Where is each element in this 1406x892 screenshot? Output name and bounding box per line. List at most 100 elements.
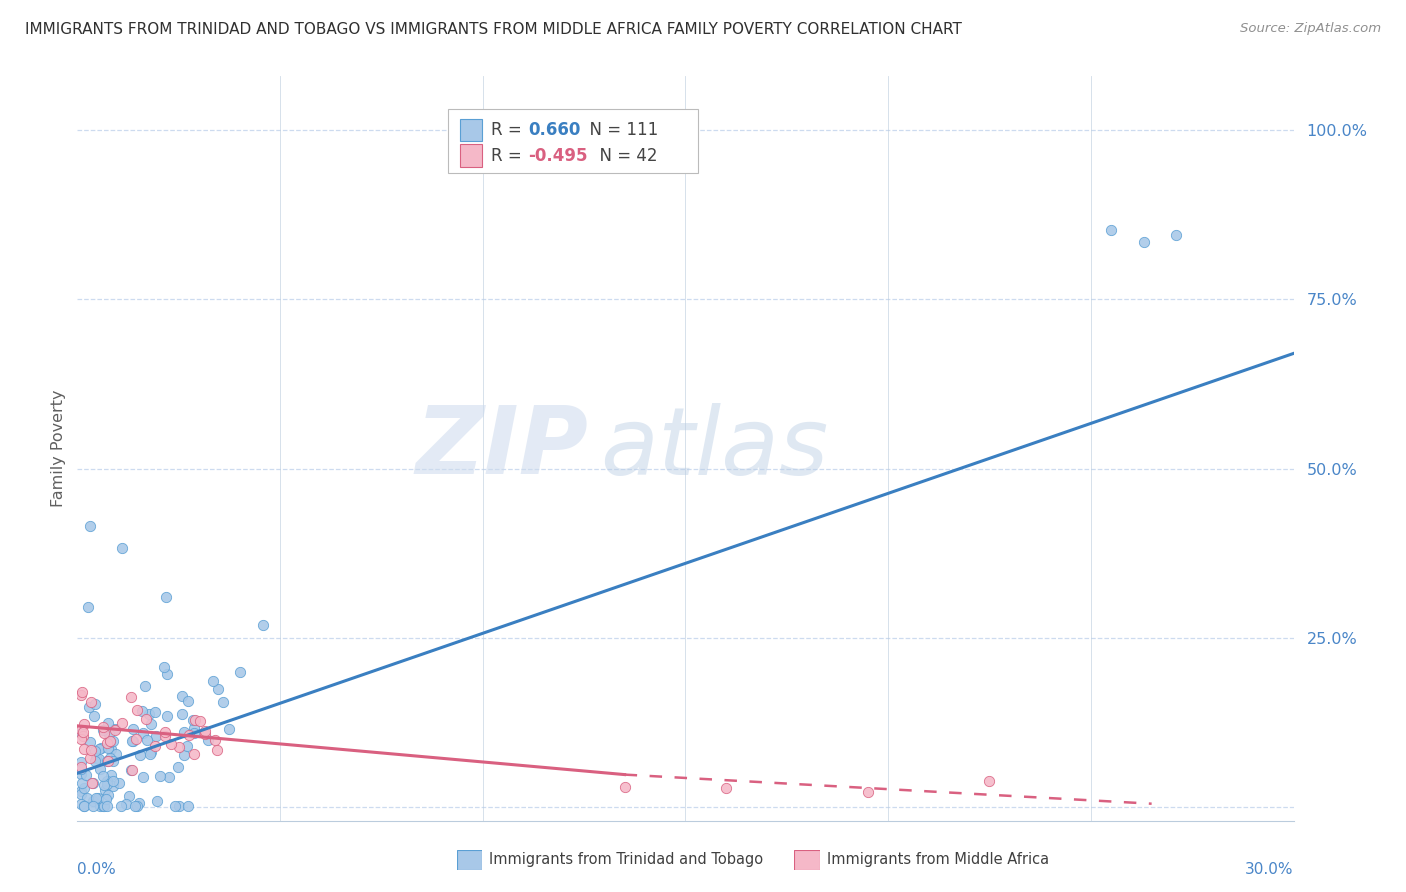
Text: N = 42: N = 42	[589, 146, 657, 164]
Point	[103, 774, 125, 789]
Point	[138, 706, 160, 721]
Y-axis label: Family Poverty: Family Poverty	[51, 390, 66, 507]
Point	[128, 747, 150, 762]
Point	[89, 741, 111, 756]
Point	[93, 725, 115, 739]
Point	[70, 766, 93, 780]
Point	[139, 717, 162, 731]
Point	[163, 798, 186, 813]
Point	[134, 679, 156, 693]
Point	[136, 733, 159, 747]
Point	[204, 733, 226, 747]
Point	[111, 541, 134, 555]
Point	[96, 792, 118, 806]
Text: 0.660: 0.660	[527, 121, 581, 139]
Point	[183, 726, 205, 740]
Point	[84, 750, 107, 764]
Point	[70, 788, 93, 802]
Point	[76, 790, 98, 805]
Point	[72, 729, 94, 743]
Point	[139, 745, 162, 759]
Point	[103, 734, 125, 748]
Point	[96, 777, 118, 791]
Point	[93, 798, 115, 813]
Point	[131, 705, 153, 719]
Point	[155, 725, 177, 739]
Point	[80, 742, 103, 756]
Point	[93, 778, 115, 792]
Text: 0.0%: 0.0%	[77, 862, 117, 877]
Point	[83, 708, 105, 723]
Point	[1132, 235, 1154, 249]
Point	[207, 743, 229, 757]
Point	[89, 763, 111, 777]
Text: R =: R =	[492, 146, 527, 164]
Point	[979, 774, 1001, 789]
Point	[87, 790, 110, 805]
Point	[70, 725, 93, 739]
Point	[77, 600, 100, 615]
Point	[80, 695, 103, 709]
Point	[132, 771, 155, 785]
Text: ZIP: ZIP	[415, 402, 588, 494]
Point	[125, 703, 148, 717]
Point	[100, 741, 122, 756]
Point	[93, 769, 115, 783]
Point	[72, 724, 94, 739]
Point	[97, 755, 120, 769]
Point	[170, 689, 193, 703]
Point	[190, 714, 212, 728]
Point	[856, 785, 879, 799]
Point	[145, 793, 167, 807]
Point	[183, 747, 205, 761]
Point	[96, 736, 118, 750]
Text: IMMIGRANTS FROM TRINIDAD AND TOBAGO VS IMMIGRANTS FROM MIDDLE AFRICA FAMILY POVE: IMMIGRANTS FROM TRINIDAD AND TOBAGO VS I…	[25, 22, 962, 37]
Point	[207, 681, 229, 696]
Point	[70, 762, 93, 776]
Point	[173, 748, 195, 763]
FancyBboxPatch shape	[460, 145, 482, 167]
Point	[176, 798, 198, 813]
Point	[96, 798, 118, 813]
Text: R =: R =	[492, 121, 527, 139]
Point	[107, 776, 129, 790]
Point	[156, 709, 179, 723]
Point	[1099, 222, 1122, 236]
Point	[121, 734, 143, 748]
Point	[177, 728, 200, 742]
Point	[94, 782, 117, 797]
Point	[194, 727, 217, 741]
Text: -0.495: -0.495	[527, 146, 588, 164]
Point	[91, 720, 114, 734]
Point	[157, 770, 180, 784]
Point	[132, 726, 155, 740]
Point	[160, 737, 183, 751]
Point	[70, 783, 93, 797]
Point	[194, 724, 217, 739]
Point	[70, 689, 93, 703]
Point	[73, 742, 96, 756]
Point	[82, 775, 104, 789]
Point	[128, 796, 150, 810]
Point	[149, 769, 172, 783]
Point	[73, 798, 96, 813]
FancyBboxPatch shape	[449, 110, 697, 173]
Point	[86, 791, 108, 805]
Point	[153, 729, 176, 743]
Point	[105, 747, 128, 762]
Point	[153, 660, 176, 674]
Point	[70, 755, 93, 769]
Point	[96, 774, 118, 789]
Text: Immigrants from Middle Africa: Immigrants from Middle Africa	[827, 853, 1049, 867]
Point	[167, 798, 190, 813]
Point	[98, 734, 121, 748]
Point	[96, 754, 118, 768]
Point	[167, 760, 190, 774]
Point	[97, 789, 120, 803]
Text: Immigrants from Trinidad and Tobago: Immigrants from Trinidad and Tobago	[489, 853, 763, 867]
Point	[1164, 227, 1187, 242]
Point	[156, 666, 179, 681]
Point	[135, 712, 157, 726]
Point	[172, 706, 194, 721]
Text: 30.0%: 30.0%	[1246, 862, 1294, 877]
